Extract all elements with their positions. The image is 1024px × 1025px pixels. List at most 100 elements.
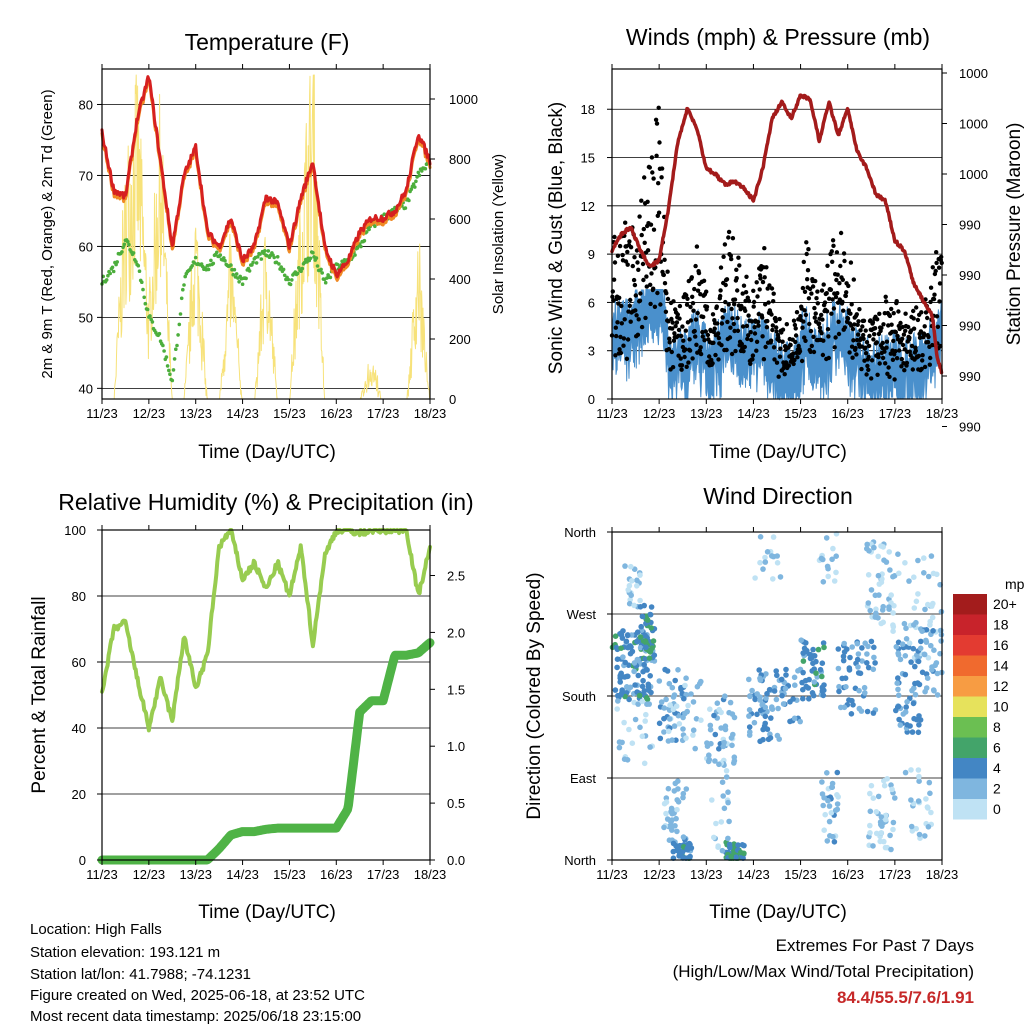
gust-point bbox=[714, 304, 719, 309]
gust-point bbox=[891, 311, 896, 316]
panel-humidity: Relative Humidity (%) & Precipitation (i… bbox=[29, 489, 474, 923]
direction-point bbox=[674, 844, 680, 851]
gust-point bbox=[805, 277, 810, 282]
gust-point bbox=[632, 282, 638, 288]
gust-point bbox=[860, 324, 865, 329]
gust-point bbox=[805, 268, 811, 273]
direction-point bbox=[875, 793, 882, 800]
gust-point bbox=[719, 343, 724, 348]
direction-point bbox=[656, 720, 663, 727]
direction-point bbox=[916, 778, 922, 784]
gust-point bbox=[666, 319, 671, 324]
gust-point bbox=[900, 336, 905, 341]
direction-point bbox=[861, 684, 868, 691]
temperature-xtick-label: 15/23 bbox=[273, 406, 306, 421]
gust-point bbox=[695, 310, 700, 316]
direction-point bbox=[641, 688, 648, 694]
dewpoint-point bbox=[106, 273, 110, 278]
winds-plot bbox=[609, 93, 944, 401]
gust-point bbox=[807, 321, 812, 327]
direction-point bbox=[641, 661, 647, 668]
dewpoint-point bbox=[259, 257, 264, 261]
direction-point bbox=[903, 625, 909, 632]
gust-point bbox=[784, 322, 789, 327]
dewpoint-point bbox=[120, 250, 124, 254]
gust-point bbox=[639, 198, 644, 203]
direction-point bbox=[868, 782, 875, 789]
gust-point bbox=[911, 316, 916, 321]
gust-point bbox=[919, 310, 924, 315]
direction-point bbox=[830, 545, 836, 552]
gust-point bbox=[925, 315, 930, 321]
gust-point bbox=[694, 244, 700, 249]
gust-point bbox=[748, 361, 753, 366]
direction-point bbox=[774, 672, 780, 679]
direction-xtick-label: 13/23 bbox=[690, 867, 723, 882]
gust-point bbox=[802, 289, 808, 294]
gust-point bbox=[894, 356, 900, 361]
gust-point bbox=[772, 357, 777, 362]
gust-point bbox=[817, 325, 823, 330]
gust-point bbox=[613, 325, 618, 330]
dewpoint-point bbox=[145, 307, 150, 312]
gust-point bbox=[693, 334, 698, 339]
gust-point bbox=[657, 140, 662, 145]
direction-point bbox=[752, 575, 758, 581]
dewpoint-point bbox=[423, 166, 428, 171]
gust-point bbox=[835, 291, 840, 296]
gust-point bbox=[849, 344, 855, 349]
gust-point bbox=[826, 355, 831, 361]
direction-point bbox=[911, 622, 917, 628]
direction-point bbox=[908, 823, 915, 830]
direction-xtick-label: 15/23 bbox=[784, 867, 817, 882]
winds-ylabel-right: Station Pressure (Maroon) bbox=[1004, 123, 1024, 346]
dewpoint-point bbox=[407, 198, 411, 203]
gust-point bbox=[625, 262, 630, 267]
gust-point bbox=[928, 285, 934, 290]
direction-point bbox=[683, 786, 690, 792]
wind-ytick-label: 6 bbox=[588, 295, 595, 310]
winds-xtick-label: 11/23 bbox=[596, 406, 628, 421]
direction-point bbox=[890, 826, 896, 833]
direction-point bbox=[768, 715, 774, 721]
direction-point bbox=[928, 553, 935, 559]
gust-point bbox=[820, 317, 825, 322]
direction-point bbox=[921, 651, 928, 658]
gust-point bbox=[639, 324, 645, 330]
direction-point bbox=[614, 664, 620, 671]
direction-point bbox=[733, 854, 739, 860]
direction-point bbox=[931, 647, 937, 653]
figure-created: Figure created on Wed, 2025-06-18, at 23… bbox=[30, 987, 365, 1004]
dewpoint-point bbox=[190, 264, 194, 268]
direction-point bbox=[666, 716, 673, 722]
speed-legend-title: mph bbox=[1005, 576, 1024, 592]
gust-point bbox=[825, 327, 831, 332]
dewpoint-point bbox=[255, 254, 260, 259]
gust-point bbox=[655, 290, 660, 296]
gust-point bbox=[863, 328, 868, 333]
direction-point bbox=[685, 702, 691, 709]
gust-point bbox=[850, 326, 856, 332]
direction-point bbox=[903, 704, 909, 710]
gust-point bbox=[678, 356, 683, 361]
direction-point bbox=[762, 720, 768, 727]
dewpoint-point bbox=[131, 251, 136, 255]
direction-point bbox=[671, 692, 678, 698]
gust-point bbox=[713, 352, 718, 358]
direction-point bbox=[693, 716, 700, 722]
direction-point bbox=[931, 688, 937, 694]
direction-point bbox=[826, 803, 833, 809]
direction-point bbox=[825, 797, 831, 804]
wind-ytick-label: 0 bbox=[588, 392, 595, 407]
direction-point bbox=[663, 696, 669, 703]
direction-point bbox=[642, 718, 648, 724]
gust-point bbox=[803, 338, 808, 343]
direction-point bbox=[638, 623, 644, 630]
direction-point bbox=[873, 610, 879, 617]
direction-point bbox=[871, 654, 877, 661]
gust-point bbox=[845, 316, 851, 321]
direction-point bbox=[873, 809, 880, 815]
gust-point bbox=[826, 334, 831, 339]
direction-point bbox=[620, 654, 626, 660]
